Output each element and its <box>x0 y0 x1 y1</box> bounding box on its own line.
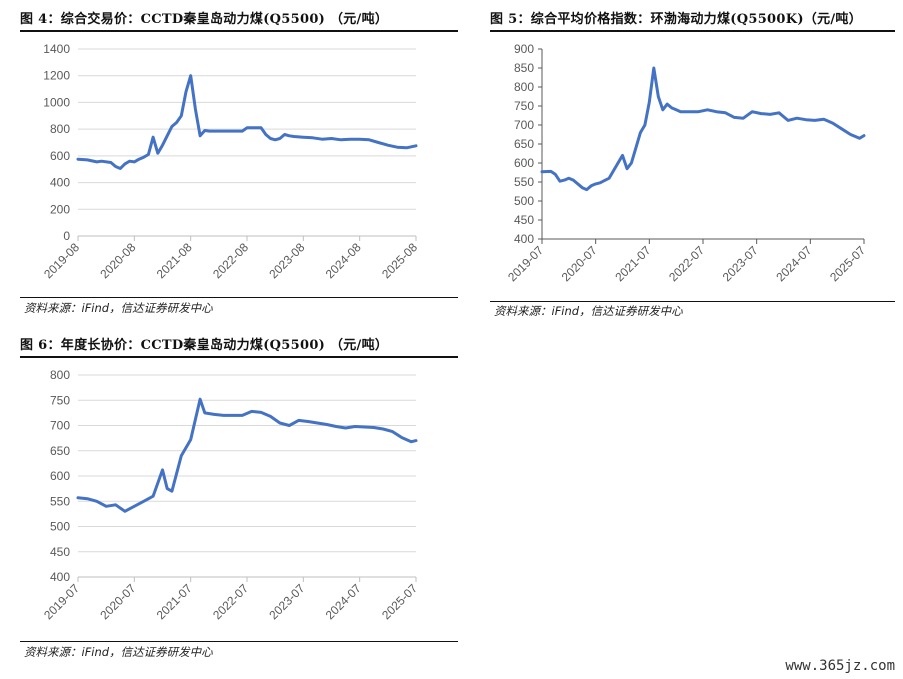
x-tick-label: 2023-08 <box>266 240 307 281</box>
x-tick-label: 2024-08 <box>323 240 364 281</box>
figure-6-chart: 400 450 500 550 600 650 700 750 800 2019-07 2020-0… <box>41 368 420 622</box>
x-tick-label: 2021-08 <box>154 240 195 281</box>
series-line <box>76 74 418 170</box>
y-tick-label: 1400 <box>43 42 70 56</box>
series-line <box>540 66 866 192</box>
y-tick-label: 850 <box>514 61 534 75</box>
y-tick-label: 750 <box>50 393 70 407</box>
x-tick-label: 2023-07 <box>266 581 307 622</box>
figure-4-top-rule <box>20 30 458 32</box>
y-tick-label: 1000 <box>43 95 70 109</box>
y-tick-label: 700 <box>514 118 534 132</box>
x-tick-label: 2025-07 <box>827 243 868 284</box>
figure-6-panel: 图 6：年度长协价：CCTD秦皇岛动力煤(Q5500) （元/吨） 400 450… <box>20 330 458 660</box>
y-tick-label: 650 <box>50 444 70 458</box>
y-tick-label: 700 <box>50 419 70 433</box>
y-tick-label: 600 <box>50 149 70 163</box>
series-line <box>76 397 418 513</box>
y-tick-label: 650 <box>514 137 534 151</box>
figure-4-bottom-rule <box>20 297 458 298</box>
x-tick-label: 2022-08 <box>210 240 251 281</box>
x-tick-label: 2019-08 <box>41 240 82 281</box>
x-tick-label: 2020-08 <box>97 240 138 281</box>
x-tick-label: 2020-07 <box>97 581 138 622</box>
y-tick-label: 600 <box>514 156 534 170</box>
x-tick-label: 2021-07 <box>612 243 653 284</box>
x-tick-label: 2024-07 <box>323 581 364 622</box>
watermark-text: www.365jz.com <box>785 658 895 674</box>
figure-5-title: 图 5：综合平均价格指数：环渤海动力煤(Q5500K)（元/吨） <box>490 12 863 27</box>
x-tick-label: 2024-07 <box>773 243 814 284</box>
figure-6-source: 资料来源：iFind，信达证券研发中心 <box>24 645 213 659</box>
x-tick-label: 2019-07 <box>41 581 82 622</box>
y-tick-label: 500 <box>50 520 70 534</box>
x-tick-label: 2023-07 <box>720 243 761 284</box>
y-tick-label: 900 <box>514 42 534 56</box>
y-tick-label: 400 <box>50 176 70 190</box>
y-tick-label: 200 <box>50 202 70 216</box>
y-tick-label: 400 <box>514 232 534 246</box>
x-tick-label: 2022-07 <box>210 581 251 622</box>
x-tick-label: 2020-07 <box>559 243 600 284</box>
figure-4-panel: 图 4：综合交易价：CCTD秦皇岛动力煤(Q5500) （元/吨） 0 200 40… <box>20 0 458 325</box>
figure-6-bottom-rule <box>20 641 458 642</box>
y-tick-label: 550 <box>514 175 534 189</box>
figure-4-title: 图 4：综合交易价：CCTD秦皇岛动力煤(Q5500) （元/吨） <box>20 12 389 27</box>
figure-6-top-rule <box>20 356 458 358</box>
figure-5-chart: 400 450 500 550 600 650 700 750 800 850 900 2019-07… <box>505 42 868 284</box>
x-tick-label: 2021-07 <box>154 581 195 622</box>
x-tick-label: 2019-07 <box>505 243 546 284</box>
y-tick-label: 400 <box>50 570 70 584</box>
x-tick-label: 2025-07 <box>379 581 420 622</box>
figure-6-title: 图 6：年度长协价：CCTD秦皇岛动力煤(Q5500) （元/吨） <box>20 338 389 353</box>
figure-5-panel: 图 5：综合平均价格指数：环渤海动力煤(Q5500K)（元/吨） 400 450 5… <box>490 0 895 325</box>
y-tick-label: 750 <box>514 99 534 113</box>
y-tick-label: 600 <box>50 469 70 483</box>
y-tick-label: 0 <box>63 229 70 243</box>
y-tick-label: 550 <box>50 494 70 508</box>
y-tick-label: 800 <box>50 122 70 136</box>
figure-5-top-rule <box>490 30 895 32</box>
figure-5-source: 资料来源：iFind，信达证券研发中心 <box>494 304 683 318</box>
y-tick-label: 500 <box>514 194 534 208</box>
y-tick-label: 800 <box>514 80 534 94</box>
y-tick-label: 1200 <box>43 69 70 83</box>
x-tick-label: 2022-07 <box>666 243 707 284</box>
y-tick-label: 450 <box>50 545 70 559</box>
x-tick-label: 2025-08 <box>379 240 420 281</box>
y-tick-label: 800 <box>50 368 70 382</box>
figure-5-bottom-rule <box>490 301 895 302</box>
figure-4-source: 资料来源：iFind，信达证券研发中心 <box>24 301 213 315</box>
y-tick-label: 450 <box>514 213 534 227</box>
figure-4-chart: 0 200 400 600 800 1000 1200 1400 2019-08 2020-08 2… <box>41 42 420 281</box>
